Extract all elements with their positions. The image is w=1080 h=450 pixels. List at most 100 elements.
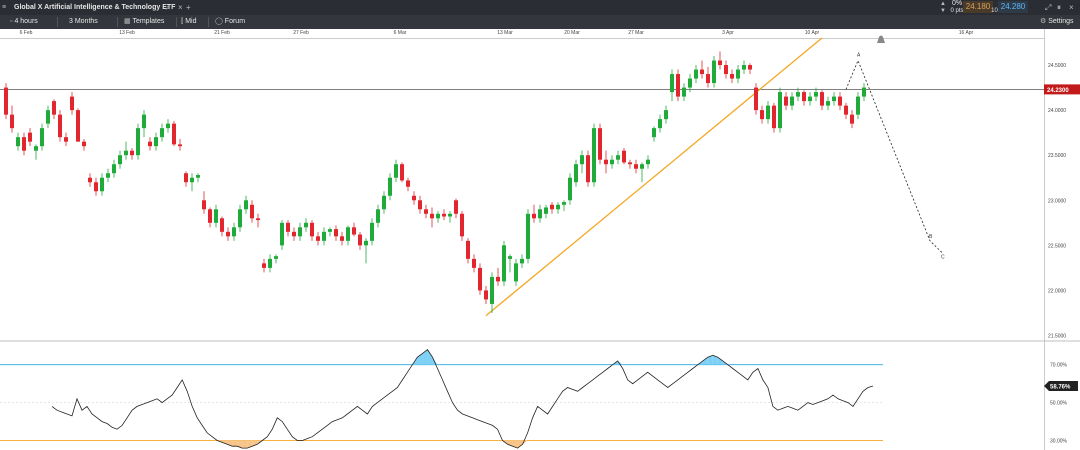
- candle-body: [844, 105, 848, 115]
- candle-body: [430, 213, 434, 219]
- candle-body: [274, 256, 278, 259]
- price-tick-label: 23.5000: [1048, 153, 1066, 159]
- templates-button[interactable]: ▦ Templates: [124, 15, 164, 29]
- rsi-oversold-fill: [237, 440, 243, 449]
- candle-body: [574, 164, 578, 183]
- alert-icon: [877, 35, 885, 43]
- rsi-oversold-fill: [232, 440, 238, 447]
- candle-body: [514, 263, 518, 282]
- candle-body: [436, 213, 440, 219]
- date-tick-label: 16 Apr: [958, 30, 974, 36]
- buy-price: 24.280: [1000, 2, 1026, 11]
- candle-body: [628, 162, 632, 165]
- candle-body: [268, 258, 272, 268]
- buy-price-button[interactable]: 24.280: [998, 1, 1028, 13]
- expand-icon[interactable]: ⤢: [1045, 3, 1052, 12]
- change-pts: 0 pts: [950, 8, 964, 14]
- candle-body: [526, 213, 530, 259]
- interval-select[interactable]: ▫ 4 hours: [10, 15, 38, 29]
- candle-body: [52, 101, 56, 115]
- candle-body: [244, 200, 248, 210]
- sell-price-button[interactable]: 24.180: [963, 1, 993, 13]
- candle-body: [388, 177, 392, 196]
- candle-body: [742, 65, 746, 70]
- candle-body: [496, 276, 500, 282]
- candle-body: [394, 164, 398, 178]
- candle-body: [346, 227, 350, 241]
- candle-body: [232, 227, 236, 237]
- candle-body: [490, 276, 494, 304]
- rsi-oversold-fill: [222, 440, 228, 445]
- candle-body: [94, 182, 98, 192]
- spread: 10.0: [991, 8, 1003, 14]
- candle-body: [316, 236, 320, 241]
- candle-body: [460, 213, 464, 237]
- pause-icon[interactable]: ⏸: [1057, 3, 1061, 12]
- candle-body: [520, 258, 524, 264]
- close-icon[interactable]: ×: [1069, 3, 1074, 12]
- rsi-overbought-fill: [712, 355, 718, 365]
- instrument-title: Global X Artificial Intelligence & Techn…: [14, 4, 176, 11]
- candle-body: [442, 213, 446, 217]
- candle-body: [64, 137, 68, 142]
- candle-body: [586, 155, 590, 183]
- candle-body: [760, 110, 764, 120]
- candle-body: [736, 69, 740, 79]
- candle-body: [814, 92, 818, 97]
- close-tab-icon[interactable]: ×: [178, 3, 183, 12]
- candle-body: [178, 144, 182, 147]
- price-tick-label: 22.0000: [1048, 288, 1066, 294]
- template-icon: ▦: [124, 18, 131, 25]
- search-icon[interactable]: ⌕: [166, 3, 171, 12]
- candle-body: [580, 155, 584, 165]
- trendline: [485, 37, 823, 317]
- candle-body: [262, 263, 266, 268]
- candle-body: [238, 209, 242, 228]
- chart-toolbar: ▫ 4 hours 3 Months ▦ Templates ⫿ Mid ◯ F…: [0, 15, 1080, 29]
- rsi-oversold-fill: [507, 440, 513, 447]
- candle-body: [790, 96, 794, 106]
- candle-body: [592, 128, 596, 183]
- mid-button[interactable]: ⫿ Mid: [181, 15, 196, 29]
- candle-body: [472, 258, 476, 268]
- candle-body: [424, 209, 428, 214]
- add-tab-icon[interactable]: +: [186, 3, 191, 12]
- candle-body: [280, 222, 284, 246]
- candle-body: [778, 92, 782, 129]
- candle-body: [610, 159, 614, 165]
- candle-body: [34, 146, 38, 151]
- rsi-oversold-fill: [227, 440, 233, 447]
- candle-body: [808, 96, 812, 102]
- settings-label: Settings: [1048, 18, 1074, 25]
- candle-body: [700, 69, 704, 75]
- rsi-oversold-fill: [512, 440, 518, 449]
- chat-icon: ◯: [215, 18, 223, 25]
- candle-body: [382, 195, 386, 210]
- candle-body: [718, 60, 722, 66]
- candle-body: [406, 180, 410, 187]
- candle-body: [202, 200, 206, 210]
- range-label: 3 Months: [69, 18, 98, 25]
- candle-body: [340, 236, 344, 241]
- range-select[interactable]: 3 Months: [69, 15, 98, 29]
- rsi-overbought-fill: [417, 353, 423, 365]
- date-tick-label: 3 Apr: [722, 30, 734, 36]
- triangle-up-icon: ▲: [940, 1, 946, 7]
- candle-body: [538, 209, 542, 219]
- date-axis: 6 Feb 13 Feb 21 Feb 27 Feb 6 Mar 13 Mar 20 Mar…: [0, 29, 1044, 39]
- projection-label: A: [857, 53, 861, 59]
- clock-icon: ▫: [10, 18, 13, 25]
- candle-body: [220, 218, 224, 232]
- settings-button[interactable]: ⚙ Settings: [1040, 15, 1074, 29]
- candle-body: [88, 177, 92, 183]
- price-tick-label: 24.5000: [1048, 63, 1066, 69]
- menu-icon[interactable]: ≡: [2, 4, 7, 11]
- candle-body: [70, 96, 74, 111]
- projection-path: [845, 59, 943, 253]
- candle-body: [484, 290, 488, 300]
- candle-body: [832, 96, 836, 102]
- rsi-tick-label: 30.00%: [1050, 439, 1068, 445]
- forum-button[interactable]: ◯ Forum: [215, 15, 245, 29]
- candle-body: [256, 218, 260, 221]
